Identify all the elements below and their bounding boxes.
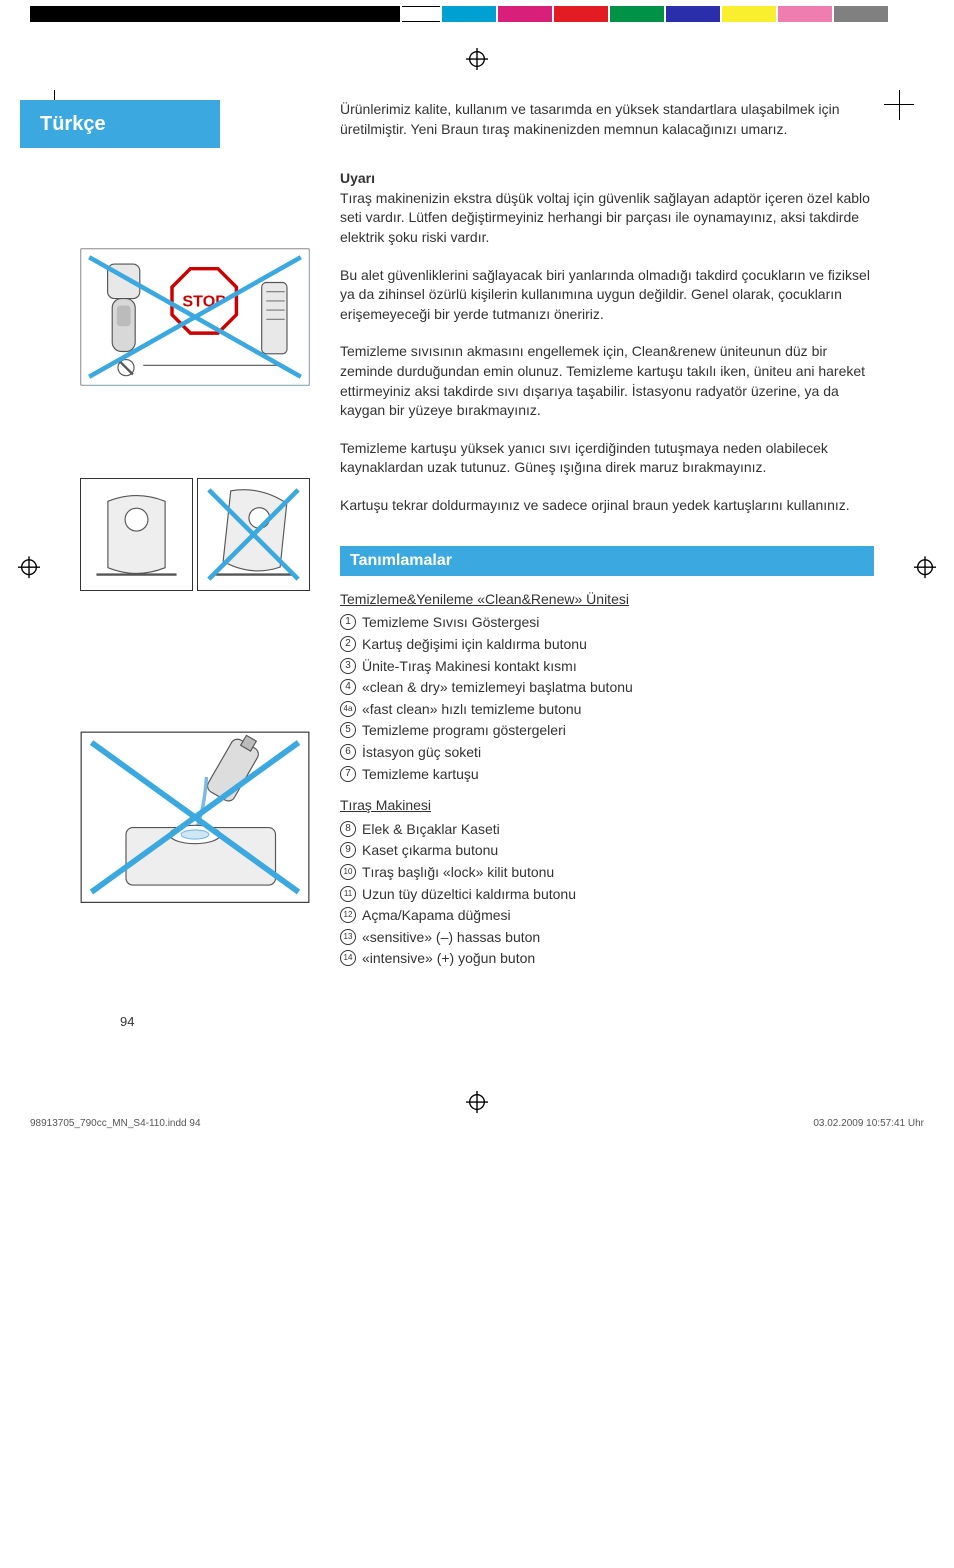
list-item: 2 Kartuş değişimi için kaldırma butonu bbox=[340, 635, 874, 655]
list-number: 12 bbox=[340, 907, 356, 923]
page-number: 94 bbox=[120, 1013, 134, 1031]
list-item: 12 Açma/Kapama düğmesi bbox=[340, 906, 874, 926]
warning-paragraph: Kartuşu tekrar doldurmayınız ve sadece o… bbox=[340, 496, 874, 516]
list-number: 7 bbox=[340, 766, 356, 782]
list-number: 9 bbox=[340, 842, 356, 858]
list-number: 8 bbox=[340, 821, 356, 837]
print-footer: 98913705_790cc_MN_S4-110.indd 94 03.02.2… bbox=[0, 1113, 954, 1139]
shaver-subheading: Tıraş Makinesi bbox=[340, 796, 874, 816]
section-heading: Tanımlamalar bbox=[340, 546, 874, 576]
list-number: 14 bbox=[340, 950, 356, 966]
list-item: 4a «fast clean» hızlı temizleme butonu bbox=[340, 700, 874, 720]
list-text: Temizleme kartuşu bbox=[362, 765, 874, 785]
list-text: Kaset çıkarma butonu bbox=[362, 841, 874, 861]
list-text: Uzun tüy düzeltici kaldırma butonu bbox=[362, 885, 874, 905]
list-text: Temizleme Sıvısı Göstergesi bbox=[362, 613, 874, 633]
list-item: 11 Uzun tüy düzeltici kaldırma butonu bbox=[340, 885, 874, 905]
list-number: 6 bbox=[340, 744, 356, 760]
language-tab: Türkçe bbox=[20, 100, 220, 148]
list-text: Tıraş başlığı «lock» kilit butonu bbox=[362, 863, 874, 883]
list-text: Açma/Kapama düğmesi bbox=[362, 906, 874, 926]
list-item: 8 Elek & Bıçaklar Kaseti bbox=[340, 820, 874, 840]
list-text: «fast clean» hızlı temizleme butonu bbox=[362, 700, 874, 720]
list-number: 2 bbox=[340, 636, 356, 652]
shaver-list: 8 Elek & Bıçaklar Kaseti 9 Kaset çıkarma bu… bbox=[340, 820, 874, 969]
list-text: «intensive» (+) yoğun buton bbox=[362, 949, 874, 969]
list-item: 9 Kaset çıkarma butonu bbox=[340, 841, 874, 861]
list-item: 14 «intensive» (+) yoğun buton bbox=[340, 949, 874, 969]
list-number: 13 bbox=[340, 929, 356, 945]
list-text: Ünite-Tıraş Makinesi kontakt kısmı bbox=[362, 657, 874, 677]
list-text: Elek & Bıçaklar Kaseti bbox=[362, 820, 874, 840]
list-number: 11 bbox=[340, 886, 356, 902]
list-number: 4 bbox=[340, 679, 356, 695]
list-item: 13 «sensitive» (–) hassas buton bbox=[340, 928, 874, 948]
list-item: 6 İstasyon güç soketi bbox=[340, 743, 874, 763]
illustration-no-disassemble: STOP bbox=[80, 248, 310, 368]
list-item: 5 Temizleme programı göstergeleri bbox=[340, 721, 874, 741]
list-number: 10 bbox=[340, 864, 356, 880]
list-number: 1 bbox=[340, 614, 356, 630]
illustration-no-refill bbox=[80, 731, 310, 881]
unit-list: 1 Temizleme Sıvısı Göstergesi 2 Kartuş deği… bbox=[340, 613, 874, 784]
list-item: 1 Temizleme Sıvısı Göstergesi bbox=[340, 613, 874, 633]
print-colorbar bbox=[0, 0, 954, 28]
list-text: «clean & dry» temizlemeyi başlatma buton… bbox=[362, 678, 874, 698]
warning-paragraph: Tıraş makinenizin ekstra düşük voltaj iç… bbox=[340, 189, 874, 248]
list-text: «sensitive» (–) hassas buton bbox=[362, 928, 874, 948]
list-number: 5 bbox=[340, 722, 356, 738]
list-text: Temizleme programı göstergeleri bbox=[362, 721, 874, 741]
registration-mark-top bbox=[0, 48, 954, 70]
list-item: 7 Temizleme kartuşu bbox=[340, 765, 874, 785]
footer-timestamp: 03.02.2009 10:57:41 Uhr bbox=[813, 1117, 924, 1131]
unit-subheading: Temizleme&Yenileme «Clean&Renew» Ünitesi bbox=[340, 590, 874, 610]
warning-paragraph: Temizleme sıvısının akmasını engellemek … bbox=[340, 342, 874, 420]
list-number: 4a bbox=[340, 701, 356, 717]
list-text: İstasyon güç soketi bbox=[362, 743, 874, 763]
footer-filename: 98913705_790cc_MN_S4-110.indd 94 bbox=[30, 1117, 201, 1131]
intro-paragraph: Ürünlerimiz kalite, kullanım ve tasarımd… bbox=[340, 100, 874, 139]
list-text: Kartuş değişimi için kaldırma butonu bbox=[362, 635, 874, 655]
warning-paragraph: Bu alet güvenliklerini sağlayacak biri y… bbox=[340, 266, 874, 325]
warning-heading: Uyarı bbox=[340, 169, 874, 189]
list-item: 3 Ünite-Tıraş Makinesi kontakt kısmı bbox=[340, 657, 874, 677]
list-item: 10 Tıraş başlığı «lock» kilit butonu bbox=[340, 863, 874, 883]
registration-mark-bottom bbox=[0, 1091, 954, 1113]
list-number: 3 bbox=[340, 658, 356, 674]
list-item: 4 «clean & dry» temizlemeyi başlatma buto… bbox=[340, 678, 874, 698]
warning-paragraph: Temizleme kartuşu yüksek yanıcı sıvı içe… bbox=[340, 439, 874, 478]
illustration-flat-surface bbox=[80, 478, 310, 591]
